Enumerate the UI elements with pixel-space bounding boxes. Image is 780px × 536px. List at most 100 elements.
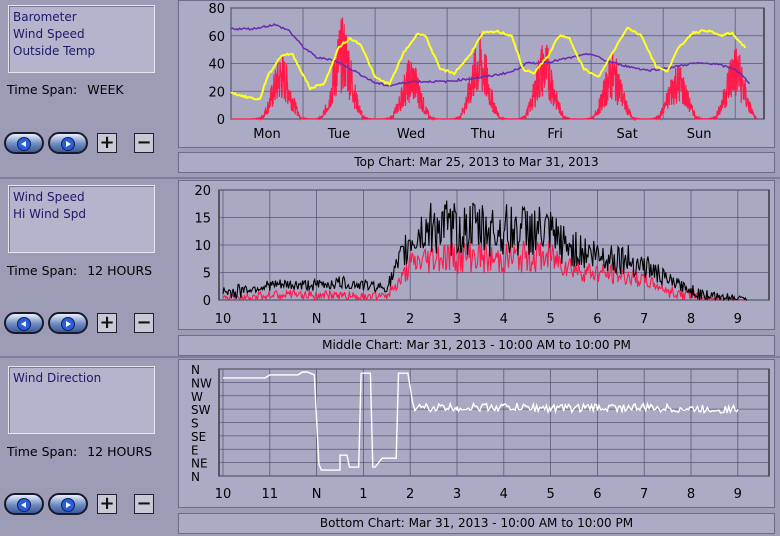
- y-tick-label: S: [191, 417, 199, 431]
- x-tick-label: Thu: [470, 127, 495, 142]
- right-arrow-icon: [62, 138, 74, 150]
- legend-item: Barometer: [13, 10, 77, 24]
- x-tick-label: 5: [546, 312, 554, 327]
- legend-item: Hi Wind Spd: [13, 207, 86, 221]
- time-span-label: Time Span:: [7, 444, 78, 459]
- x-tick-label: 4: [500, 487, 508, 502]
- divider: [0, 177, 780, 179]
- middle-chart-caption: Middle Chart: Mar 31, 2013 - 10:00 AM to…: [178, 335, 775, 356]
- y-tick-label: 20: [194, 184, 211, 199]
- time-span: Time Span: 12 HOURS: [7, 444, 152, 459]
- time-span-label: Time Span:: [7, 263, 78, 278]
- y-tick-label: 80: [208, 2, 225, 17]
- left-arrow-icon: [18, 499, 30, 511]
- x-tick-label: 8: [687, 312, 695, 327]
- y-tick-label: NW: [191, 376, 212, 390]
- y-tick-label: 10: [194, 239, 211, 254]
- right-arrow-icon: [62, 499, 74, 511]
- scroll-back-button[interactable]: [4, 493, 44, 515]
- wind-speed-series: [231, 17, 757, 122]
- zoom-out-button[interactable]: −: [134, 494, 154, 514]
- time-span-value[interactable]: 12 HOURS: [87, 444, 153, 459]
- scroll-forward-button[interactable]: [48, 132, 88, 154]
- y-tick-label: W: [191, 390, 203, 404]
- x-tick-label: 11: [262, 487, 279, 502]
- x-tick-label: 4: [500, 312, 508, 327]
- x-tick-label: 7: [640, 312, 648, 327]
- bottom-chart-svg: NNWWSWSSEENEN1011N1234567891: [191, 363, 770, 502]
- x-tick-label: Tue: [327, 127, 350, 142]
- outside-temp-series: [230, 26, 747, 101]
- right-arrow-icon: [62, 318, 74, 330]
- top-legend[interactable]: Barometer Wind Speed Outside Temp: [8, 5, 155, 73]
- scroll-back-button[interactable]: [4, 312, 44, 334]
- y-tick-label: NE: [191, 457, 208, 471]
- middle-chart-svg: 051015201011N1234567891: [194, 184, 770, 327]
- x-tick-label: 3: [453, 312, 461, 327]
- x-tick-label: Wed: [397, 127, 425, 142]
- scroll-forward-button[interactable]: [48, 493, 88, 515]
- zoom-in-button[interactable]: +: [97, 133, 117, 153]
- top-chart: 0 20 40 60 80 Mon Tue Wed Thu Fri Sat Sun: [178, 0, 775, 148]
- x-tick-label: Sat: [616, 127, 637, 142]
- x-tick-label: 2: [406, 312, 414, 327]
- x-tick-label: 9: [734, 312, 742, 327]
- x-tick-label: 8: [687, 487, 695, 502]
- x-tick-label: 3: [453, 487, 461, 502]
- x-tick-label: Mon: [253, 127, 280, 142]
- hi-wind-spd-series: [222, 200, 748, 302]
- x-tick-label: 5: [546, 487, 554, 502]
- y-tick-label: N: [191, 470, 200, 484]
- zoom-in-button[interactable]: +: [97, 494, 117, 514]
- x-tick-label: 6: [593, 312, 601, 327]
- y-tick-label: 40: [208, 58, 225, 73]
- wind-direction-series: [223, 371, 739, 471]
- x-tick-label: 11: [262, 312, 279, 327]
- y-tick-label: 0: [217, 113, 225, 128]
- x-tick-label: N: [312, 312, 322, 327]
- x-tick-label: 1: [359, 312, 367, 327]
- bottom-chart: NNWWSWSSEENEN1011N1234567891: [178, 359, 775, 508]
- y-tick-label: 0: [203, 294, 211, 309]
- bottom-legend[interactable]: Wind Direction: [8, 366, 155, 434]
- zoom-out-button[interactable]: −: [134, 313, 154, 333]
- legend-item: Wind Direction: [13, 371, 102, 385]
- x-tick-label: 1: [359, 487, 367, 502]
- left-arrow-icon: [18, 138, 30, 150]
- scroll-forward-button[interactable]: [48, 312, 88, 334]
- y-tick-label: 20: [208, 85, 225, 100]
- divider: [0, 356, 780, 358]
- x-tick-label: Fri: [547, 127, 563, 142]
- top-chart-svg: 0 20 40 60 80 Mon Tue Wed Thu Fri Sat Sun: [208, 2, 765, 142]
- x-tick-label: 9: [734, 487, 742, 502]
- time-span: Time Span: 12 HOURS: [7, 263, 152, 278]
- x-tick-label: 10: [215, 312, 232, 327]
- middle-panel: Wind Speed Hi Wind Spd Time Span: 12 HOUR…: [0, 180, 780, 356]
- y-tick-label: 5: [203, 267, 211, 282]
- left-arrow-icon: [18, 318, 30, 330]
- y-tick-label: 15: [194, 212, 211, 227]
- middle-legend[interactable]: Wind Speed Hi Wind Spd: [8, 185, 155, 253]
- x-tick-label: Sun: [687, 127, 712, 142]
- top-panel: Barometer Wind Speed Outside Temp Time S…: [0, 0, 780, 178]
- x-tick-label: N: [312, 487, 322, 502]
- y-tick-label: 60: [208, 30, 225, 45]
- legend-item: Wind Speed: [13, 190, 85, 204]
- y-tick-label: SW: [191, 403, 211, 417]
- top-chart-caption: Top Chart: Mar 25, 2013 to Mar 31, 2013: [178, 152, 775, 173]
- legend-item: Wind Speed: [13, 27, 85, 41]
- bottom-chart-caption: Bottom Chart: Mar 31, 2013 - 10:00 AM to…: [178, 513, 775, 534]
- zoom-out-button[interactable]: −: [134, 133, 154, 153]
- middle-chart: 051015201011N1234567891: [178, 180, 775, 330]
- y-tick-label: SE: [191, 430, 206, 444]
- x-tick-label: 6: [593, 487, 601, 502]
- scroll-back-button[interactable]: [4, 132, 44, 154]
- x-tick-label: 2: [406, 487, 414, 502]
- time-span-value[interactable]: 12 HOURS: [87, 263, 153, 278]
- time-span-label: Time Span:: [7, 82, 78, 97]
- zoom-in-button[interactable]: +: [97, 313, 117, 333]
- y-tick-label: E: [191, 443, 199, 457]
- x-tick-label: 10: [215, 487, 232, 502]
- time-span-value[interactable]: WEEK: [87, 82, 124, 97]
